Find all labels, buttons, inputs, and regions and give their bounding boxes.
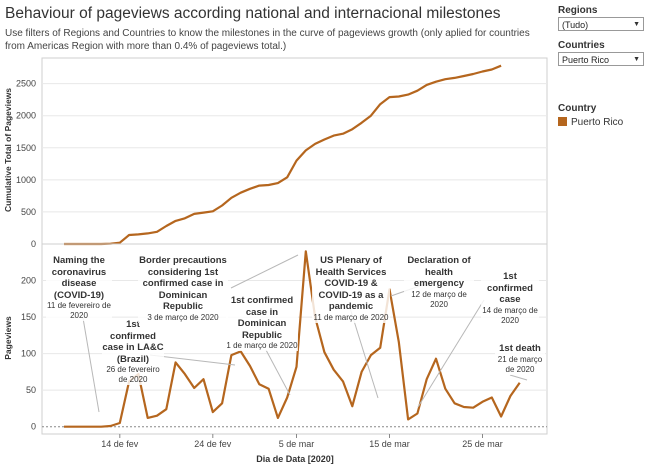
annotation-date: 1 de março de 2020 [226,341,298,350]
regions-select[interactable]: (Tudo) ▼ [558,17,644,31]
countries-select-value: Puerto Rico [562,55,610,65]
annotation-first-case-brazil: 1st confirmed case in LA&C (Brazil) 26 d… [102,319,164,385]
regions-label: Regions [558,5,598,16]
y-tick-label: 200 [21,276,36,286]
annotation-first-case-pr: 1st confirmed case 14 de março de 2020 [481,271,539,326]
countries-label: Countries [558,40,605,51]
annotation-connector [265,349,291,396]
annotation-border-precautions: Border precautions considering 1st confi… [138,255,228,323]
annotation-health-emergency: Declaration of health emergency 12 de ma… [404,255,474,310]
chart-title: Behaviour of pageviews according nationa… [5,5,501,22]
annotation-title: Declaration of health emergency [407,255,471,289]
annotation-connector [417,299,485,408]
annotation-title: 1st confirmed case in Dominican Republic [230,295,294,341]
y-tick-label: 2500 [16,79,36,89]
annotation-date: 26 de fevereiro de 2020 [106,365,160,384]
legend-swatch [558,117,567,126]
chevron-down-icon: ▼ [633,21,640,28]
x-tick-label: 14 de fev [101,439,139,449]
annotation-title: 1st death [499,343,541,354]
legend-item-label: Puerto Rico [571,117,624,128]
annotation-connector [509,374,528,381]
annotation-title: Border precautions considering 1st confi… [139,255,227,312]
x-tick-label: 5 de mar [279,439,315,449]
annotation-date: 14 de março de 2020 [482,305,538,325]
panel-frame [41,57,548,245]
annotation-connector [230,254,299,289]
chevron-down-icon: ▼ [633,56,640,63]
y-tick-label: 100 [21,349,36,359]
annotation-naming-disease: Naming the coronavirus disease (COVID-19… [46,255,112,321]
annotation-date: 11 de março de 2020 [313,312,389,322]
y-tick-label: 1000 [16,175,36,185]
x-tick-label: 24 de fev [194,439,232,449]
panel-frame [41,243,548,435]
x-tick-label: 25 de mar [462,439,503,449]
annotation-us-plenary: US Plenary of Health Services COVID-19 &… [312,255,390,323]
y-axis-label: Cumulative Total of Pageviews [3,88,13,212]
annotation-first-death: 1st death 21 de março de 2020 [495,343,545,375]
y-tick-label: 2000 [16,111,36,121]
annotation-title: 1st confirmed case in LA&C (Brazil) [102,319,164,365]
legend-title: Country [558,103,597,114]
annotation-connector [82,317,100,413]
annotation-title: US Plenary of Health Services COVID-19 &… [315,255,387,312]
y-axis-label: Pageviews [3,316,13,360]
series-line-puerto-rico [64,64,502,246]
annotation-first-case-dominican: 1st confirmed case in Dominican Republic… [226,295,298,351]
annotation-connector [149,354,236,366]
annotation-date: 21 de março de 2020 [497,354,543,374]
annotation-connector [349,307,379,399]
x-tick-label: 15 de mar [369,439,410,449]
y-tick-label: 50 [26,385,36,395]
annotation-title: 1st confirmed case [487,271,533,305]
y-tick-label: 1500 [16,143,36,153]
y-tick-label: 0 [31,422,36,432]
y-tick-label: 0 [31,239,36,249]
y-tick-label: 150 [21,312,36,322]
x-axis-label: Dia de Data [2020] [256,454,334,464]
y-tick-label: 500 [21,207,36,217]
countries-select[interactable]: Puerto Rico ▼ [558,52,644,66]
annotation-title: Naming the coronavirus disease (COVID-19… [51,255,107,301]
annotation-date: 11 de fevereiro de 2020 [47,301,111,320]
annotation-date: 3 de março de 2020 [147,312,219,322]
regions-select-value: (Tudo) [562,20,589,30]
chart-subtitle: Use filters of Regions and Countries to … [5,28,530,52]
legend-item-puerto-rico[interactable]: Puerto Rico [558,117,623,128]
annotation-date: 12 de março de 2020 [411,289,467,309]
